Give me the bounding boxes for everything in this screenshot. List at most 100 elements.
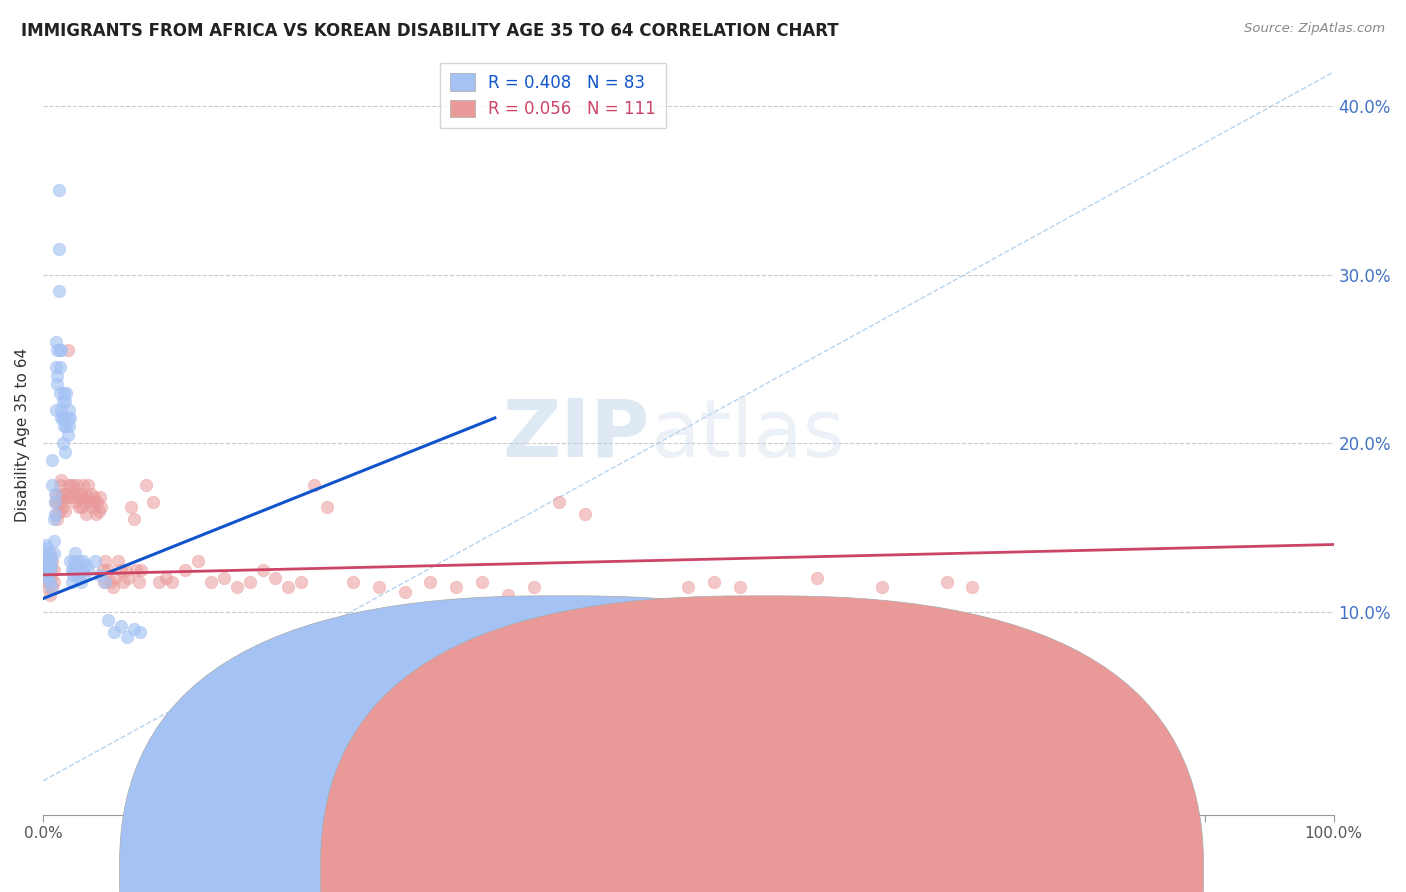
Point bbox=[49, 343, 72, 358]
Point bbox=[114, 563, 136, 577]
Point bbox=[72, 478, 94, 492]
Point bbox=[419, 574, 441, 589]
Point bbox=[103, 625, 125, 640]
Point bbox=[112, 574, 135, 589]
Point bbox=[62, 563, 84, 577]
Point bbox=[55, 487, 77, 501]
Point bbox=[46, 512, 69, 526]
Point bbox=[51, 500, 73, 515]
Legend: R = 0.408   N = 83, R = 0.056   N = 111: R = 0.408 N = 83, R = 0.056 N = 111 bbox=[440, 63, 666, 128]
Point bbox=[35, 574, 58, 589]
Point bbox=[35, 580, 58, 594]
Point bbox=[46, 495, 69, 509]
Point bbox=[45, 507, 67, 521]
Point bbox=[58, 402, 80, 417]
Point bbox=[52, 490, 75, 504]
Point bbox=[548, 495, 571, 509]
Point bbox=[42, 563, 65, 577]
Point bbox=[316, 500, 339, 515]
Point bbox=[46, 343, 69, 358]
Point bbox=[48, 490, 70, 504]
Point bbox=[79, 495, 101, 509]
Point bbox=[125, 563, 148, 577]
Point bbox=[93, 574, 115, 589]
Point bbox=[34, 552, 56, 566]
Point bbox=[277, 580, 299, 594]
Point bbox=[70, 500, 93, 515]
Point bbox=[225, 580, 247, 594]
Point bbox=[76, 490, 98, 504]
Point bbox=[104, 571, 127, 585]
Point bbox=[935, 574, 957, 589]
Point bbox=[51, 487, 73, 501]
Point bbox=[46, 368, 69, 383]
Point bbox=[107, 554, 129, 568]
Point bbox=[73, 567, 96, 582]
Point bbox=[56, 427, 79, 442]
Point bbox=[66, 478, 89, 492]
Point bbox=[80, 487, 103, 501]
Point bbox=[48, 285, 70, 299]
Point bbox=[212, 571, 235, 585]
Y-axis label: Disability Age 35 to 64: Disability Age 35 to 64 bbox=[15, 348, 30, 522]
Point bbox=[51, 411, 73, 425]
Point bbox=[58, 490, 80, 504]
Point bbox=[44, 495, 66, 509]
Point bbox=[41, 453, 63, 467]
Point bbox=[42, 574, 65, 589]
Point bbox=[728, 580, 751, 594]
Point bbox=[962, 580, 984, 594]
Point bbox=[51, 495, 73, 509]
Point bbox=[117, 571, 139, 585]
Point bbox=[91, 563, 114, 577]
Point bbox=[120, 500, 142, 515]
Point bbox=[49, 360, 72, 375]
Point bbox=[471, 574, 494, 589]
Point bbox=[65, 546, 87, 560]
Point bbox=[72, 554, 94, 568]
Point bbox=[37, 558, 59, 572]
Point bbox=[58, 478, 80, 492]
Point bbox=[70, 563, 93, 577]
Point bbox=[94, 574, 117, 589]
Point bbox=[39, 571, 62, 585]
Point bbox=[41, 580, 63, 594]
Point bbox=[44, 507, 66, 521]
Point bbox=[66, 563, 89, 577]
Point bbox=[34, 546, 56, 560]
Point bbox=[42, 546, 65, 560]
Point bbox=[38, 563, 60, 577]
Point bbox=[59, 554, 82, 568]
Point bbox=[37, 567, 59, 582]
Point bbox=[82, 500, 104, 515]
Point bbox=[48, 242, 70, 256]
Point bbox=[496, 588, 519, 602]
Point bbox=[174, 563, 197, 577]
Point bbox=[86, 495, 108, 509]
Point bbox=[48, 183, 70, 197]
Point bbox=[89, 567, 111, 582]
Point bbox=[129, 563, 152, 577]
Point bbox=[522, 580, 544, 594]
Point bbox=[77, 563, 100, 577]
Point bbox=[135, 478, 157, 492]
Point bbox=[394, 584, 416, 599]
Point bbox=[49, 385, 72, 400]
Point bbox=[162, 574, 184, 589]
Point bbox=[83, 554, 105, 568]
Point bbox=[94, 554, 117, 568]
Point bbox=[84, 507, 107, 521]
Text: atlas: atlas bbox=[650, 396, 844, 474]
Point bbox=[51, 474, 73, 488]
Point bbox=[252, 563, 274, 577]
Point bbox=[52, 411, 75, 425]
Point bbox=[63, 554, 86, 568]
Text: Source: ZipAtlas.com: Source: ZipAtlas.com bbox=[1244, 22, 1385, 36]
Point bbox=[574, 507, 596, 521]
Point bbox=[77, 478, 100, 492]
Point bbox=[53, 444, 76, 458]
Point bbox=[45, 334, 67, 349]
Point bbox=[45, 360, 67, 375]
Point bbox=[69, 487, 91, 501]
Point bbox=[70, 490, 93, 504]
